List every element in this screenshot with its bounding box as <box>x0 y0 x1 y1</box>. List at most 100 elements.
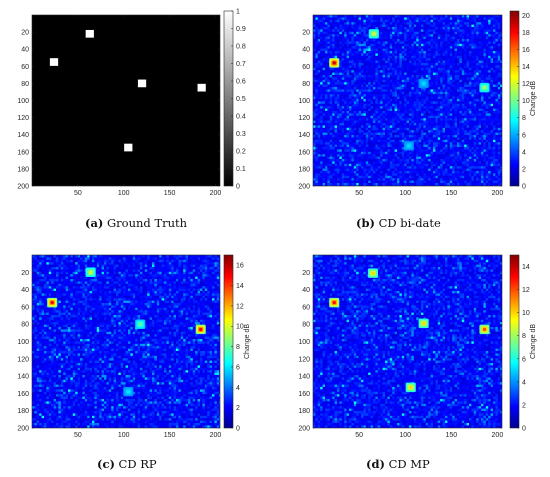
caption-text: CD MP <box>388 457 430 471</box>
heatmap-area <box>313 255 502 428</box>
y-tick-label: 200 <box>17 426 29 433</box>
colorbar-tick-label: 0.3 <box>236 131 246 138</box>
y-tick-label: 20 <box>302 30 310 37</box>
speckle-noise <box>313 255 502 428</box>
target-square <box>49 58 59 66</box>
y-tick-label: 160 <box>17 391 29 398</box>
colorbar-tick-label: 2 <box>522 402 526 409</box>
y-tick-label: 180 <box>298 408 310 415</box>
y-tick-label: 20 <box>302 270 310 277</box>
y-tick-label: 180 <box>17 408 29 415</box>
colorbar-tick-label: 8 <box>236 344 240 351</box>
colorbar <box>509 10 520 187</box>
colorbar-tick-label: 8 <box>522 333 526 340</box>
caption-letter: (b) <box>356 216 375 230</box>
y-tick-label: 120 <box>298 115 310 122</box>
target-blob <box>47 297 58 308</box>
y-tick-label: 60 <box>302 64 310 71</box>
colorbar-tick-label: 20 <box>522 13 530 20</box>
caption-c: (c) CD RP <box>97 457 157 471</box>
colorbar-tick-label: 14 <box>522 264 530 271</box>
colorbar-tick-label: 0.5 <box>236 96 246 103</box>
colorbar-tick-label: 1 <box>236 9 240 16</box>
colorbar-tick-label: 4 <box>522 149 526 156</box>
x-tick-label: 100 <box>118 190 130 197</box>
target-square <box>137 79 147 88</box>
colorbar-tick-label: 0 <box>522 426 526 433</box>
target-blob <box>479 82 490 93</box>
colorbar-tick-label: 6 <box>522 356 526 363</box>
panel-cd-rp: 20 40 60 80 100 120 140 160 180 200 50 100 150 200 0 2 4… <box>17 254 251 439</box>
colorbar-tick-label: 12 <box>522 287 530 294</box>
speckle-noise <box>313 15 502 186</box>
x-tick-label: 150 <box>445 190 457 197</box>
y-tick-label: 140 <box>298 374 310 381</box>
caption-text: Ground Truth <box>107 216 188 230</box>
y-tick-label: 200 <box>298 426 310 433</box>
x-tick-label: 200 <box>492 190 504 197</box>
x-tick-label: 50 <box>74 190 82 197</box>
caption-b: (b) CD bi-date <box>356 216 441 230</box>
caption-letter: (c) <box>97 457 115 471</box>
caption-d: (d) CD MP <box>366 457 430 471</box>
caption-text: CD RP <box>118 457 157 471</box>
colorbar-tick-label: 14 <box>236 283 244 290</box>
y-tick-label: 100 <box>17 339 29 346</box>
target-blob <box>405 382 416 393</box>
x-tick-label: 100 <box>118 432 130 439</box>
colorbar-tick-label: 12 <box>522 81 530 88</box>
panel-cd-mp: 20 40 60 80 100 120 140 160 180 200 50 100 150 200 0 2 4… <box>298 254 537 439</box>
y-tick-label: 200 <box>17 184 29 191</box>
heatmap-area <box>313 15 502 186</box>
colorbar-label: Change dB <box>530 81 537 116</box>
x-tick-label: 50 <box>355 190 363 197</box>
target-square <box>124 143 133 152</box>
y-tick-label: 160 <box>298 391 310 398</box>
colorbar-tick-label: 18 <box>522 30 530 37</box>
x-tick-label: 150 <box>445 432 457 439</box>
target-blob <box>479 324 490 335</box>
colorbar-tick-label: 0 <box>522 184 526 191</box>
colorbar-tick-label: 0 <box>236 426 240 433</box>
colorbar-tick-label: 10 <box>522 310 530 317</box>
x-tick-label: 50 <box>355 432 363 439</box>
y-tick-label: 140 <box>17 132 29 139</box>
colorbar-tick-label: 0.9 <box>236 26 246 33</box>
panel-cd-bi-date: 20 40 60 80 100 120 140 160 180 200 50 100 150 200 0 2 4… <box>298 10 537 197</box>
y-tick-label: 20 <box>21 30 29 37</box>
colorbar-tick-label: 2 <box>236 405 240 412</box>
colorbar <box>223 254 234 429</box>
colorbar-tick-label: 10 <box>522 98 530 105</box>
y-tick-label: 80 <box>302 322 310 329</box>
target-blob <box>368 29 379 39</box>
y-tick-label: 100 <box>298 98 310 105</box>
colorbar <box>509 254 520 429</box>
panel-ground-truth: 20 40 60 80 100 120 140 160 180 200 50 100 150 200 0 0.… <box>17 9 246 198</box>
target-blob <box>85 267 96 278</box>
caption-text: CD bi-date <box>378 216 441 230</box>
y-tick-label: 160 <box>298 149 310 156</box>
x-tick-label: 50 <box>74 432 82 439</box>
x-tick-label: 200 <box>210 432 222 439</box>
target-blob <box>123 386 134 397</box>
y-tick-label: 180 <box>17 166 29 173</box>
y-tick-label: 140 <box>17 374 29 381</box>
colorbar-tick-label: 4 <box>236 385 240 392</box>
caption-a: (a) Ground Truth <box>85 216 187 230</box>
x-tick-label: 200 <box>210 190 222 197</box>
background <box>32 15 220 186</box>
target-blob <box>367 268 378 278</box>
target-blob <box>329 297 340 308</box>
y-tick-label: 120 <box>298 356 310 363</box>
y-tick-label: 100 <box>17 98 29 105</box>
target-blob <box>403 141 414 151</box>
speckle-noise <box>32 255 220 428</box>
y-tick-label: 80 <box>21 322 29 329</box>
y-tick-label: 40 <box>21 287 29 294</box>
colorbar-tick-label: 16 <box>522 47 530 54</box>
y-tick-label: 60 <box>21 64 29 71</box>
colorbar-tick-label: 4 <box>522 379 526 386</box>
colorbar-tick-label: 16 <box>236 263 244 270</box>
y-tick-label: 180 <box>298 166 310 173</box>
